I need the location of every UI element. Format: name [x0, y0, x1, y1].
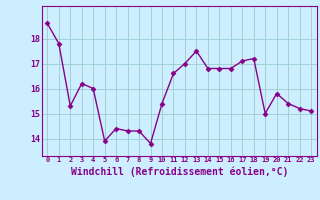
X-axis label: Windchill (Refroidissement éolien,°C): Windchill (Refroidissement éolien,°C)	[70, 166, 288, 177]
